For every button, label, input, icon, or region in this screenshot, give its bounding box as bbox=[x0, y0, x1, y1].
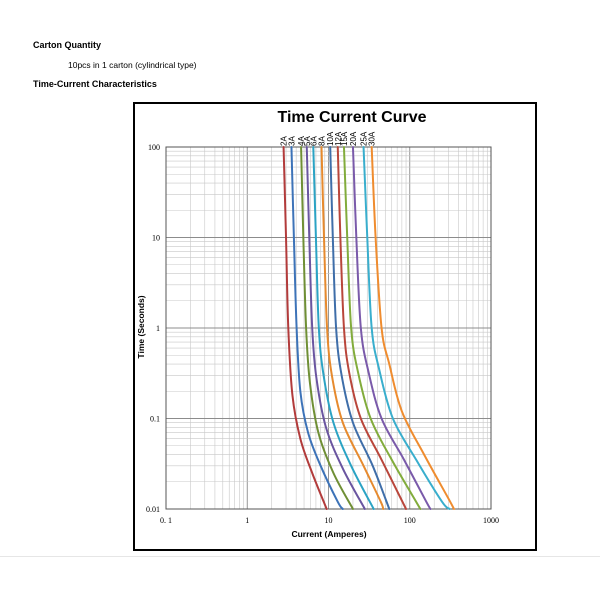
series-label-12a: 12A bbox=[334, 131, 343, 146]
x-tick-label: 1000 bbox=[483, 516, 499, 525]
carton-quantity-text: 10pcs in 1 carton (cylindrical type) bbox=[68, 60, 197, 70]
y-tick-label: 0.01 bbox=[146, 505, 160, 514]
x-tick-label: 100 bbox=[404, 516, 416, 525]
x-tick-label: 0. 1 bbox=[160, 516, 172, 525]
y-tick-label: 1 bbox=[156, 324, 160, 333]
series-label-25a: 25A bbox=[360, 131, 369, 146]
series-line-15a bbox=[342, 146, 422, 510]
plot-area-border bbox=[165, 146, 492, 510]
y-tick-label: 100 bbox=[148, 143, 160, 152]
series-line-10a bbox=[329, 146, 391, 510]
series-label-10a: 10A bbox=[326, 131, 335, 146]
axis-ticks: 0. 1 1 10 100 1000 100 10 1 0.1 0.01 bbox=[146, 143, 499, 525]
page-divider bbox=[0, 556, 600, 557]
y-tick-label: 0.1 bbox=[150, 415, 160, 424]
x-tick-label: 10 bbox=[325, 516, 333, 525]
series-line-2a bbox=[282, 146, 328, 510]
y-axis-label: Time (Seconds) bbox=[136, 295, 146, 358]
series-label-30a: 30A bbox=[368, 131, 377, 146]
series-line-12a bbox=[336, 146, 408, 510]
y-tick-label: 10 bbox=[152, 234, 160, 243]
series-label-2a: 2A bbox=[280, 136, 289, 146]
series-label-4a: 4A bbox=[297, 136, 306, 146]
series-line-30a bbox=[370, 146, 455, 510]
series-label-3a: 3A bbox=[287, 136, 296, 146]
x-axis-label: Current (Amperes) bbox=[291, 529, 366, 539]
carton-quantity-heading: Carton Quantity bbox=[33, 40, 102, 50]
series-line-8a bbox=[320, 146, 385, 510]
series-line-20a bbox=[351, 146, 432, 510]
series-label-5a: 5A bbox=[303, 136, 312, 146]
chart-title: Time Current Curve bbox=[277, 109, 426, 126]
series-line-25a bbox=[362, 146, 451, 510]
series-label-20a: 20A bbox=[349, 131, 358, 146]
series-label-6a: 6A bbox=[309, 136, 318, 146]
series-line-6a bbox=[312, 146, 375, 510]
series-line-3a bbox=[290, 146, 344, 510]
series-label-8a: 8A bbox=[318, 136, 327, 146]
chart-grid bbox=[165, 146, 492, 510]
x-tick-label: 1 bbox=[245, 516, 249, 525]
series-line-5a bbox=[305, 146, 366, 510]
series-label-15a: 15A bbox=[340, 131, 349, 146]
time-current-heading: Time-Current Characteristics bbox=[33, 79, 157, 89]
chart-frame bbox=[133, 102, 537, 551]
chart-series bbox=[282, 146, 455, 510]
series-line-4a bbox=[300, 146, 354, 510]
